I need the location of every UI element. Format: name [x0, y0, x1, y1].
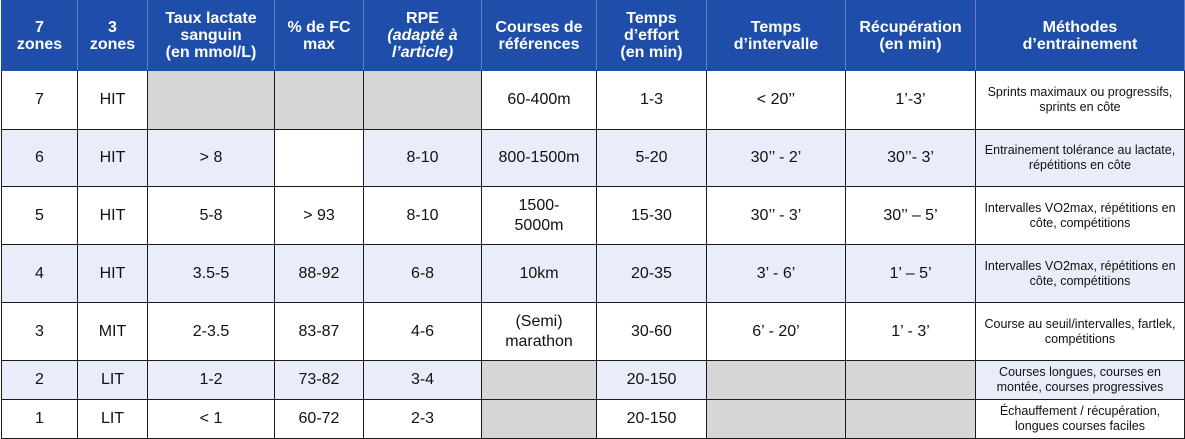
cell-methodes: Sprints maximaux ou progressifs, sprints…: [975, 70, 1185, 130]
cell-methodes: Intervalles VO2max, répétitions en côte,…: [975, 186, 1185, 245]
cell-zone3: HIT: [77, 244, 148, 303]
header-recuperation: Récupération (en min): [845, 0, 976, 71]
cell-courses: 10km: [481, 244, 597, 303]
cell-recup: 1’ - 3’: [845, 302, 976, 361]
cell-recup-empty: [845, 399, 976, 439]
cell-recup-empty: [845, 360, 976, 400]
cell-fc: 60-72: [274, 399, 364, 439]
cell-zone7: 3: [1, 302, 78, 361]
cell-intervalle-empty: [706, 399, 846, 439]
cell-fc: 83-87: [274, 302, 364, 361]
cell-courses-empty: [481, 399, 597, 439]
cell-zone3: LIT: [77, 360, 148, 400]
cell-courses-empty: [481, 360, 597, 400]
cell-effort: 1-3: [596, 70, 707, 130]
header-rpe: RPE (adapté à l’article): [363, 0, 482, 71]
header-courses: Courses de références: [481, 0, 597, 71]
cell-rpe: 8-10: [363, 129, 482, 187]
cell-methodes: Échauffement / récupération, longues cou…: [975, 399, 1185, 439]
cell-rpe: 2-3: [363, 399, 482, 439]
cell-zone7: 6: [1, 129, 78, 187]
table-row: 3 MIT 2-3.5 83-87 4-6 (Semi) marathon 30…: [1, 302, 1185, 361]
cell-effort: 15-30: [596, 186, 707, 245]
cell-zone3: LIT: [77, 399, 148, 439]
cell-zone7: 2: [1, 360, 78, 400]
cell-lactate: 2-3.5: [147, 302, 275, 361]
cell-zone3: HIT: [77, 186, 148, 245]
cell-effort: 20-35: [596, 244, 707, 303]
header-fc-max: % de FC max: [274, 0, 364, 71]
cell-lactate-empty: [147, 70, 275, 130]
cell-recup: 1’ – 5’: [845, 244, 976, 303]
cell-methodes: Intervalles VO2max, répétitions en côte,…: [975, 244, 1185, 303]
cell-rpe-empty: [363, 70, 482, 130]
cell-recup: 30’’- 3’: [845, 129, 976, 187]
cell-intervalle-empty: [706, 360, 846, 400]
table-row: 1 LIT < 1 60-72 2-3 20-150 Échauffement …: [1, 399, 1185, 439]
header-3-zones: 3 zones: [77, 0, 148, 71]
cell-recup: 30’’ – 5’: [845, 186, 976, 245]
header-temps-intervalle: Temps d’intervalle: [706, 0, 846, 71]
table-row: 7 HIT 60-400m 1-3 < 20’’ 1’-3’ Sprints m…: [1, 70, 1185, 130]
table-row: 4 HIT 3.5-5 88-92 6-8 10km 20-35 3’ - 6’…: [1, 244, 1185, 303]
cell-rpe: 4-6: [363, 302, 482, 361]
cell-zone3: HIT: [77, 70, 148, 130]
cell-lactate: 5-8: [147, 186, 275, 245]
cell-effort: 30-60: [596, 302, 707, 361]
cell-fc-empty: [274, 129, 364, 187]
cell-rpe: 3-4: [363, 360, 482, 400]
cell-rpe: 6-8: [363, 244, 482, 303]
cell-intervalle: 6’ - 20’: [706, 302, 846, 361]
cell-zone3: HIT: [77, 129, 148, 187]
table-row: 2 LIT 1-2 73-82 3-4 20-150 Courses longu…: [1, 360, 1185, 400]
cell-courses: 800-1500m: [481, 129, 597, 187]
cell-lactate: > 8: [147, 129, 275, 187]
cell-effort: 20-150: [596, 399, 707, 439]
cell-methodes: Entrainement tolérance au lactate, répét…: [975, 129, 1185, 187]
cell-courses: 1500-5000m: [481, 186, 597, 245]
cell-fc: 73-82: [274, 360, 364, 400]
cell-lactate: 1-2: [147, 360, 275, 400]
cell-fc: 88-92: [274, 244, 364, 303]
cell-recup: 1’-3’: [845, 70, 976, 130]
cell-courses: 60-400m: [481, 70, 597, 130]
cell-methodes: Courses longues, courses en montée, cour…: [975, 360, 1185, 400]
cell-zone7: 1: [1, 399, 78, 439]
header-methodes: Méthodes d’entrainement: [975, 0, 1185, 71]
cell-intervalle: < 20’’: [706, 70, 846, 130]
cell-fc-empty: [274, 70, 364, 130]
header-lactate: Taux lactate sanguin (en mmol/L): [147, 0, 275, 71]
cell-methodes: Course au seuil/intervalles, fartlek, co…: [975, 302, 1185, 361]
cell-zone7: 7: [1, 70, 78, 130]
cell-effort: 20-150: [596, 360, 707, 400]
header-temps-effort: Temps d’effort (en min): [596, 0, 707, 71]
cell-lactate: < 1: [147, 399, 275, 439]
cell-intervalle: 3’ - 6’: [706, 244, 846, 303]
cell-rpe: 8-10: [363, 186, 482, 245]
table-row: 6 HIT > 8 8-10 800-1500m 5-20 30’’ - 2’ …: [1, 129, 1185, 187]
cell-zone3: MIT: [77, 302, 148, 361]
cell-intervalle: 30’’ - 3’: [706, 186, 846, 245]
header-row: 7 zones 3 zones Taux lactate sanguin (en…: [1, 0, 1185, 71]
cell-zone7: 4: [1, 244, 78, 303]
cell-intervalle: 30’’ - 2’: [706, 129, 846, 187]
cell-lactate: 3.5-5: [147, 244, 275, 303]
cell-zone7: 5: [1, 186, 78, 245]
cell-fc: > 93: [274, 186, 364, 245]
cell-effort: 5-20: [596, 129, 707, 187]
cell-courses: (Semi) marathon: [481, 302, 597, 361]
header-7-zones: 7 zones: [1, 0, 78, 71]
header-rpe-note: (adapté à l’article): [387, 27, 458, 61]
table-row: 5 HIT 5-8 > 93 8-10 1500-5000m 15-30 30’…: [1, 186, 1185, 245]
